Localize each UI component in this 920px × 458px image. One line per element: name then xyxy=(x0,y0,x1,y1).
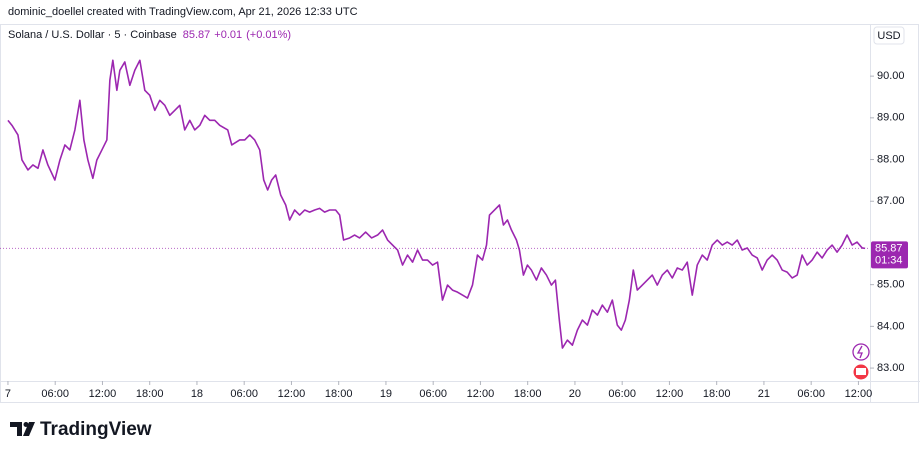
x-tick-label: 12:00 xyxy=(467,388,495,400)
legend-series: Solana / U.S. Dollar · 5 · Coinbase xyxy=(8,29,177,41)
logo-dot xyxy=(23,422,29,427)
y-tick-label: 87.00 xyxy=(877,195,905,207)
alert-icon[interactable] xyxy=(852,343,870,361)
x-tick-label: 18:00 xyxy=(136,388,164,400)
x-tick-label: 12:00 xyxy=(845,388,873,400)
x-tick-label: 12:00 xyxy=(278,388,306,400)
brand-logo: TradingView xyxy=(10,419,152,440)
y-tick-label: 84.00 xyxy=(877,320,905,332)
y-tick-label: 83.00 xyxy=(877,362,905,374)
y-tick-label: 89.00 xyxy=(877,112,905,124)
x-tick-label: 18 xyxy=(191,388,203,400)
alert-icon-glyph xyxy=(856,345,863,359)
price-line xyxy=(7,59,866,349)
logo-mark xyxy=(10,422,22,436)
x-tick-label: 06:00 xyxy=(41,388,69,400)
y-tick-label: 85.00 xyxy=(877,279,905,291)
countdown-label: 01:34 xyxy=(875,254,903,266)
x-tick-label: 12:00 xyxy=(89,388,117,400)
x-tick-label: 18:00 xyxy=(703,388,731,400)
x-tick-label: 06:00 xyxy=(230,388,258,400)
y-tick-label: 88.00 xyxy=(877,153,905,165)
frame xyxy=(0,24,919,403)
last-price-box xyxy=(871,241,908,269)
x-tick-label: 18:00 xyxy=(325,388,353,400)
x-tick-label: 18:00 xyxy=(514,388,542,400)
legend-last-price: 85.87 xyxy=(183,29,211,41)
x-tick-label: 21 xyxy=(758,388,770,400)
x-tick-label: 20 xyxy=(569,388,581,400)
brand: TradingView xyxy=(40,419,152,440)
x-tick-label: 7 xyxy=(5,388,11,400)
currency-box xyxy=(873,26,905,45)
event-icon-glyph xyxy=(856,368,866,375)
last-price-label: 85.87 xyxy=(875,242,903,254)
x-tick-label: 19 xyxy=(380,388,392,400)
y-tick-label: 90.00 xyxy=(877,70,905,82)
x-tick-label: 06:00 xyxy=(608,388,636,400)
x-tick-label: 06:00 xyxy=(419,388,447,400)
x-tick-label: 12:00 xyxy=(656,388,684,400)
legend: Solana / U.S. Dollar · 5 · Coinbase 85.8… xyxy=(8,29,291,41)
legend-change-pct: (+0.01%) xyxy=(246,29,291,41)
x-tick-label: 06:00 xyxy=(797,388,825,400)
chart-icons xyxy=(852,343,870,381)
currency: USD xyxy=(877,30,900,42)
logo-slash xyxy=(23,422,35,436)
header: dominic_doellel created with TradingView… xyxy=(8,6,358,18)
legend-change: +0.01 xyxy=(214,29,242,41)
